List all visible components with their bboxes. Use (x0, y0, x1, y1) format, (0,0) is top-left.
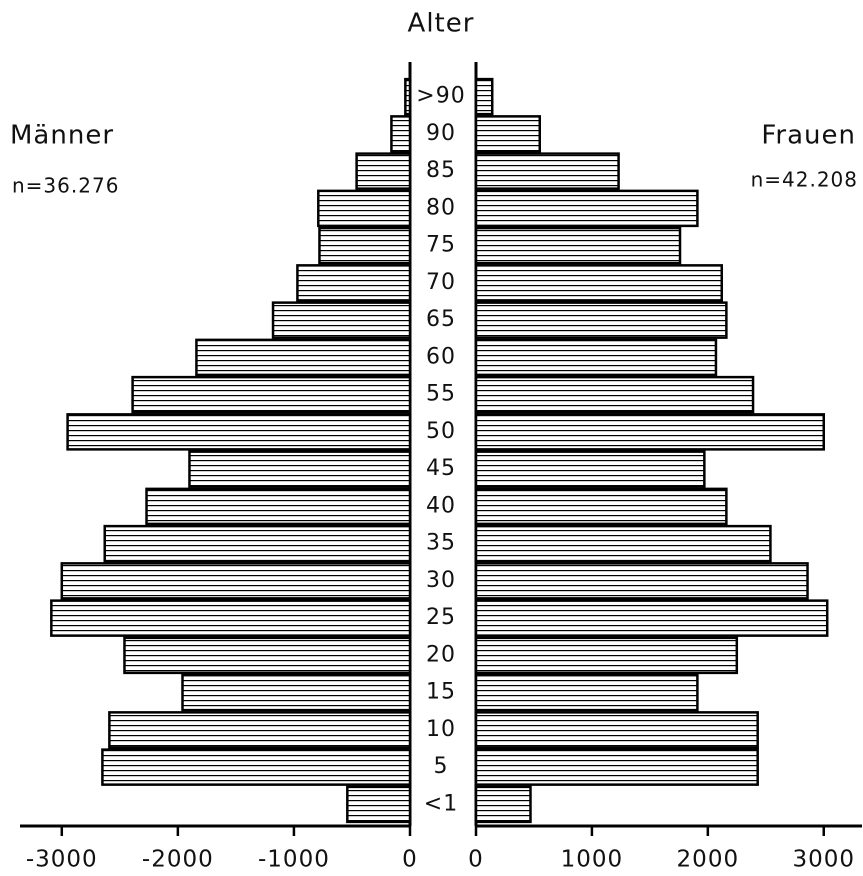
category-label: 90 (426, 121, 456, 146)
category-label: 35 (426, 531, 456, 556)
category-label: 50 (426, 419, 456, 444)
category-label: 10 (426, 717, 456, 742)
bar (474, 301, 728, 339)
bar (474, 711, 759, 749)
bar (474, 115, 542, 153)
note-right: n=42.208 (751, 168, 858, 192)
bar (108, 711, 412, 749)
bar (474, 152, 620, 190)
axis-title: Alter (408, 9, 475, 39)
category-label: 80 (426, 195, 456, 220)
bar (474, 450, 706, 488)
bar (474, 673, 699, 712)
bar (101, 748, 412, 786)
legend-left: Männer (10, 121, 114, 151)
note-left: n=36.276 (12, 174, 119, 198)
category-label: 45 (426, 456, 456, 481)
bar (474, 226, 682, 265)
x-tick-label: 0 (402, 847, 418, 873)
bar (103, 524, 412, 563)
category-label: 15 (426, 680, 456, 705)
category-label: >90 (416, 84, 465, 109)
bar (355, 152, 412, 190)
category-label: 30 (426, 568, 456, 593)
x-tick-label: 3000 (792, 847, 855, 873)
bar (474, 636, 739, 675)
bar (474, 77, 494, 116)
bar (131, 375, 412, 414)
category-label: 75 (426, 233, 456, 258)
bar (474, 338, 718, 377)
legend-right: Frauen (761, 121, 856, 151)
bar (66, 413, 412, 451)
bar (50, 599, 412, 637)
bar (474, 413, 825, 451)
bar (346, 785, 412, 824)
bar (474, 748, 759, 786)
category-label: 40 (426, 493, 456, 518)
bar (474, 264, 723, 302)
bar (296, 264, 412, 302)
x-tick-label: 2000 (677, 847, 740, 873)
category-label: 55 (426, 382, 456, 407)
bar (60, 562, 412, 600)
x-tick-label: 1000 (561, 847, 624, 873)
category-label: 65 (426, 307, 456, 332)
bar (390, 115, 412, 153)
x-tick-label: -2000 (142, 847, 214, 873)
bar (318, 226, 412, 265)
bar (474, 785, 532, 824)
bar (474, 487, 728, 526)
bar (474, 599, 829, 637)
category-label: 5 (434, 754, 449, 779)
x-tick-label: -3000 (26, 847, 98, 873)
bar (474, 189, 699, 228)
category-label: 25 (426, 605, 456, 630)
bar (188, 450, 412, 488)
bar (474, 524, 772, 563)
category-label: 85 (426, 158, 456, 183)
bar (181, 673, 412, 712)
bar (195, 338, 412, 377)
x-tick-label: -1000 (258, 847, 330, 873)
category-label: 20 (426, 642, 456, 667)
category-label: 70 (426, 270, 456, 295)
bar (317, 189, 412, 228)
bar (474, 562, 809, 600)
category-label: <1 (424, 791, 458, 816)
bar (145, 487, 412, 526)
bar (474, 375, 755, 414)
category-label: 60 (426, 344, 456, 369)
bar (123, 636, 412, 675)
bar (404, 77, 412, 116)
x-tick-label: 0 (468, 847, 484, 873)
bar (271, 301, 412, 339)
